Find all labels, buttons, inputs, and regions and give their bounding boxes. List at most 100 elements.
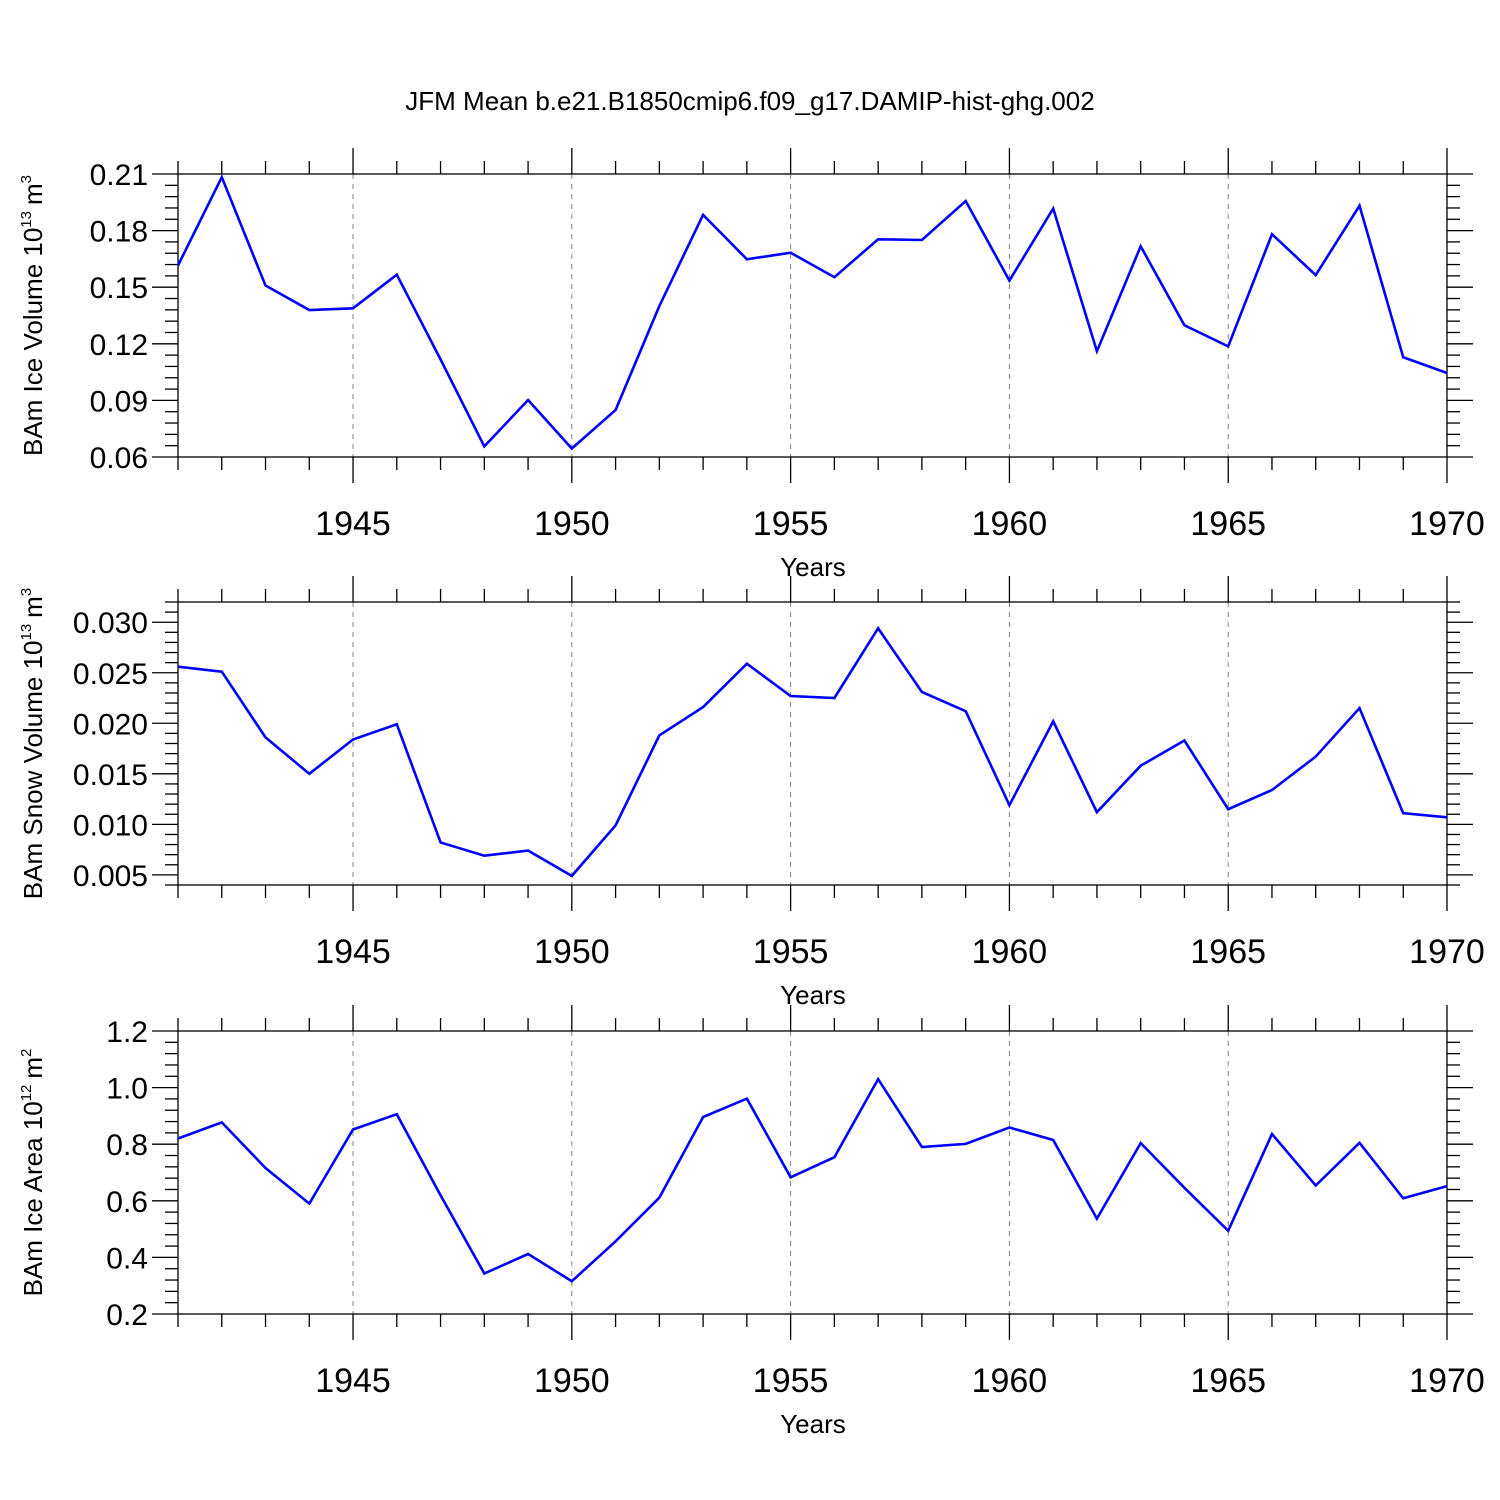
y-tick-label: 0.15: [90, 272, 148, 305]
data-point-1949: [526, 398, 530, 402]
y-tick-label: 0.6: [106, 1186, 148, 1219]
y-tick-label: 0.4: [106, 1242, 148, 1275]
data-point-1950: [570, 874, 574, 878]
data-point-1946: [395, 722, 399, 726]
y-axis-label-unit-exponent: 3: [18, 175, 35, 183]
data-point-1943: [264, 735, 268, 739]
x-tick-label: 1970: [1409, 1362, 1485, 1400]
data-point-1944: [307, 772, 311, 776]
data-point-1962: [1095, 1217, 1099, 1221]
data-point-1964: [1182, 1186, 1186, 1190]
y-tick-label: 0.21: [90, 159, 148, 192]
x-tick-label: 1965: [1190, 505, 1266, 543]
data-point-1950: [570, 1279, 574, 1283]
data-point-1963: [1139, 244, 1143, 248]
data-point-1948: [482, 854, 486, 858]
data-point-1960: [1007, 803, 1011, 807]
x-tick-label: 1965: [1190, 933, 1266, 971]
y-axis-label-unit: m: [18, 183, 48, 205]
data-point-1948: [482, 444, 486, 448]
y-axis-label-unit: m: [18, 1057, 48, 1079]
data-point-1953: [701, 705, 705, 709]
data-point-1941: [176, 665, 180, 669]
data-point-1951: [614, 408, 618, 412]
x-tick-label: 1970: [1409, 505, 1485, 543]
y-tick-label: 0.010: [73, 809, 148, 842]
data-point-1965: [1226, 344, 1230, 348]
data-point-1964: [1182, 323, 1186, 327]
data-point-1962: [1095, 810, 1099, 814]
data-point-1946: [395, 273, 399, 277]
data-point-1965: [1226, 1229, 1230, 1233]
data-point-1955: [789, 251, 793, 255]
y-tick-label: 0.2: [106, 1299, 148, 1332]
data-point-1943: [264, 1166, 268, 1170]
y-tick-label: 0.8: [106, 1129, 148, 1162]
data-point-1945: [351, 737, 355, 741]
data-point-1961: [1051, 1138, 1055, 1142]
data-point-1947: [439, 1193, 443, 1197]
y-axis-label: BAm Ice Area 1012 m2: [18, 1049, 48, 1297]
y-axis-label-exponent: 13: [18, 624, 35, 641]
series-line: [176, 174, 1448, 451]
y-tick-label: 0.06: [90, 442, 148, 475]
x-tick-label: 1945: [315, 933, 391, 971]
data-point-1957: [876, 626, 880, 630]
data-point-1956: [832, 275, 836, 279]
data-point-1949: [526, 849, 530, 853]
y-tick-label: 0.12: [90, 329, 148, 362]
panel-1: 0.06 0.09 0.12 0.15 0.18 0.21 1945 1950 1955 1960…: [18, 148, 1485, 582]
x-tick-label: 1950: [534, 1362, 610, 1400]
data-point-1961: [1051, 207, 1055, 211]
y-tick-label: 1.0: [106, 1073, 148, 1106]
data-point-1953: [701, 1115, 705, 1119]
data-point-1966: [1270, 1132, 1274, 1136]
x-axis-label: Years: [780, 1409, 846, 1439]
data-point-1948: [482, 1272, 486, 1276]
chart-title: JFM Mean b.e21.B1850cmip6.f09_g17.DAMIP-…: [405, 86, 1094, 116]
plot-frame: [177, 601, 1448, 886]
y-axis-label-unit: m: [18, 596, 48, 618]
data-point-1968: [1357, 1141, 1361, 1145]
data-point-1957: [876, 237, 880, 241]
x-tick-label: 1970: [1409, 933, 1485, 971]
data-point-1941: [176, 264, 180, 268]
data-point-1956: [832, 696, 836, 700]
data-point-1966: [1270, 788, 1274, 792]
x-tick-label: 1960: [972, 1362, 1048, 1400]
data-point-1955: [789, 1175, 793, 1179]
panel-2: 0.005 0.010 0.015 0.020 0.025 0.030 1945 1950 19…: [18, 576, 1485, 1010]
data-point-1952: [657, 733, 661, 737]
x-tick-label: 1955: [753, 1362, 829, 1400]
data-point-1950: [570, 447, 574, 451]
y-tick-label: 0.18: [90, 216, 148, 249]
data-point-1967: [1314, 1184, 1318, 1188]
y-tick-label: 0.005: [73, 860, 148, 893]
x-tick-label: 1965: [1190, 1362, 1266, 1400]
data-point-1958: [920, 690, 924, 694]
y-tick-label: 0.030: [73, 607, 148, 640]
x-tick-label: 1945: [315, 1362, 391, 1400]
data-point-1970: [1445, 815, 1449, 819]
data-point-1966: [1270, 232, 1274, 236]
data-point-1946: [395, 1112, 399, 1116]
x-tick-label: 1950: [534, 505, 610, 543]
data-point-1963: [1139, 764, 1143, 768]
data-point-1943: [264, 284, 268, 288]
data-point-1958: [920, 238, 924, 242]
data-point-1954: [745, 257, 749, 261]
y-axis-label-unit-exponent: 3: [18, 588, 35, 596]
y-axis-label-main: BAm Ice Volume 10: [18, 228, 48, 456]
data-point-1947: [439, 357, 443, 361]
y-axis-label: BAm Snow Volume 1013 m3: [18, 588, 48, 899]
data-point-1967: [1314, 273, 1318, 277]
y-axis-label-main: BAm Snow Volume 10: [18, 641, 48, 900]
panel-3: 0.2 0.4 0.6 0.8 1.0 1.2 1945 1950 1955 1960 1965 19…: [18, 1005, 1485, 1439]
data-point-1957: [876, 1077, 880, 1081]
data-point-1968: [1357, 706, 1361, 710]
series-line: [177, 625, 1448, 878]
data-point-1969: [1401, 355, 1405, 359]
y-axis-label-main: BAm Ice Area 10: [18, 1101, 48, 1296]
data-point-1960: [1007, 1126, 1011, 1130]
